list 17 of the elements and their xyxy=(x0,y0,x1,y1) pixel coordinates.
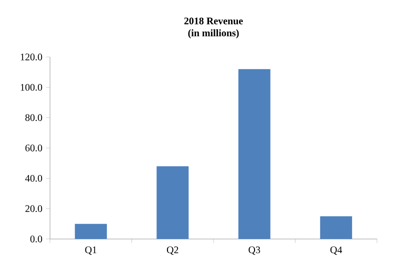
y-tick-label: 80.0 xyxy=(25,114,42,122)
x-tick-label: Q2 xyxy=(166,246,178,255)
y-tick-label: 100.0 xyxy=(20,84,42,91)
bar xyxy=(320,216,352,239)
bar xyxy=(156,166,189,239)
y-tick-label: 120.0 xyxy=(20,54,42,60)
bar xyxy=(74,224,107,239)
y-tick-label: 0.0 xyxy=(30,236,42,242)
chart-subtitle: (in millions) xyxy=(188,29,239,38)
bar xyxy=(238,69,270,239)
x-tick-label: Q3 xyxy=(248,246,260,255)
y-tick-label: 60.0 xyxy=(25,144,42,152)
x-tick-label: Q4 xyxy=(330,246,342,255)
y-tick-label: 20.0 xyxy=(25,205,42,212)
y-tick-label: 40.0 xyxy=(25,174,42,182)
chart-title: 2018 Revenue xyxy=(184,18,243,24)
x-tick-label: Q1 xyxy=(85,246,96,255)
